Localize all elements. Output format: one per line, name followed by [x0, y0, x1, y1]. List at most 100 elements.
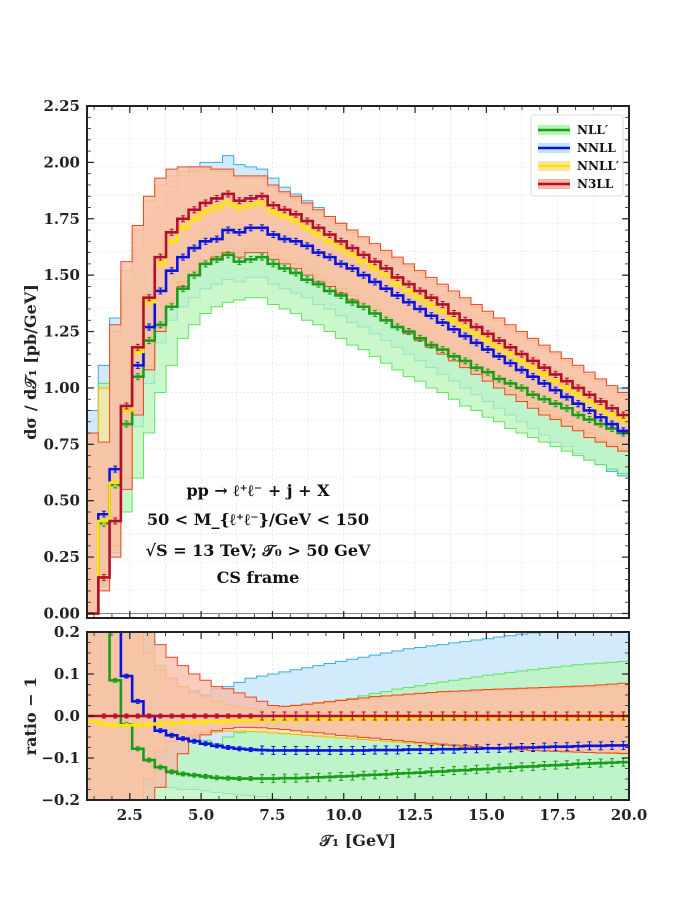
data-point — [565, 745, 569, 749]
error-bar — [497, 352, 502, 360]
data-point — [542, 745, 546, 749]
error-bar — [587, 758, 592, 768]
data-point — [474, 747, 479, 751]
error-bar — [576, 741, 581, 751]
data-point — [226, 776, 230, 780]
data-point — [260, 748, 264, 752]
data-point — [576, 762, 580, 766]
error-bar — [305, 242, 310, 250]
error-bar — [113, 713, 118, 719]
data-point — [316, 251, 321, 255]
data-point — [124, 408, 129, 413]
error-bar — [226, 199, 231, 207]
error-bar — [463, 357, 468, 365]
data-point — [565, 395, 569, 399]
error-bar — [237, 203, 242, 211]
ratio-lines — [87, 632, 629, 784]
error-bar — [260, 224, 265, 232]
error-bar — [339, 244, 344, 252]
error-bar — [135, 713, 140, 719]
error-bar — [463, 332, 468, 340]
error-bar — [339, 771, 344, 781]
error-bar — [418, 711, 423, 721]
error-bar — [260, 199, 265, 207]
data-point — [158, 289, 162, 293]
data-point — [339, 246, 343, 250]
error-bar — [474, 323, 479, 331]
data-point — [226, 253, 230, 257]
data-point — [554, 379, 558, 383]
error-bar — [564, 711, 569, 721]
error-bar — [621, 427, 626, 435]
plot-frame-main — [86, 105, 630, 619]
data-point — [215, 719, 219, 724]
data-point — [181, 772, 185, 776]
y-axis-label-main: dσ / d𝒯₁ [pb/GeV] — [21, 284, 40, 440]
error-bar — [147, 294, 152, 302]
data-point — [305, 244, 309, 248]
error-bar — [497, 375, 502, 383]
error-bar — [350, 745, 355, 755]
error-bar — [214, 775, 219, 781]
data-point — [158, 765, 162, 769]
error-bar — [429, 711, 434, 721]
data-point — [237, 260, 242, 264]
data-point — [554, 372, 558, 377]
error-bar — [248, 776, 253, 782]
data-point — [565, 406, 569, 410]
data-point — [429, 748, 433, 752]
x-tick-label: 2.5 — [117, 806, 143, 824]
error-bar — [531, 743, 536, 752]
error-bar — [101, 510, 106, 518]
error-bar — [485, 764, 490, 774]
data-point — [452, 311, 456, 316]
data-point — [362, 305, 366, 309]
error-bar — [508, 763, 513, 773]
data-point — [463, 747, 467, 751]
data-point — [283, 208, 287, 212]
data-point — [124, 714, 129, 718]
data-point — [508, 345, 513, 349]
data-point — [542, 763, 546, 768]
error-bar — [429, 341, 434, 349]
data-point — [203, 201, 208, 205]
error-bar — [192, 772, 197, 778]
error-bar — [113, 465, 118, 473]
error-bar — [226, 745, 231, 750]
error-bar — [384, 316, 389, 324]
error-bar — [621, 740, 626, 750]
data-point — [170, 269, 174, 273]
data-point — [610, 743, 614, 748]
error-bar — [508, 343, 513, 351]
data-point — [215, 205, 219, 210]
error-bar — [542, 364, 547, 372]
data-point — [147, 300, 151, 304]
error-bar — [237, 718, 242, 724]
data-point — [621, 413, 625, 417]
data-point — [508, 361, 513, 365]
error-bar — [598, 758, 603, 768]
data-point — [384, 318, 388, 322]
error-bar — [361, 711, 366, 721]
error-bar — [214, 203, 219, 211]
data-point — [497, 354, 501, 358]
data-point — [181, 255, 185, 259]
data-point — [395, 282, 400, 286]
data-point — [192, 773, 196, 777]
data-point — [102, 575, 106, 580]
error-bar — [293, 237, 298, 245]
data-point — [203, 774, 208, 779]
data-point — [452, 354, 456, 358]
x-tick-label: 20.0 — [611, 806, 648, 824]
data-point — [192, 217, 196, 221]
data-point — [474, 341, 479, 345]
data-point — [158, 714, 162, 718]
error-bar — [260, 711, 265, 721]
error-bar — [113, 677, 118, 683]
data-point — [350, 300, 354, 304]
error-bar — [553, 386, 558, 394]
data-point — [599, 422, 603, 426]
error-bar — [350, 711, 355, 721]
data-point — [192, 208, 196, 212]
error-bar — [440, 319, 445, 327]
